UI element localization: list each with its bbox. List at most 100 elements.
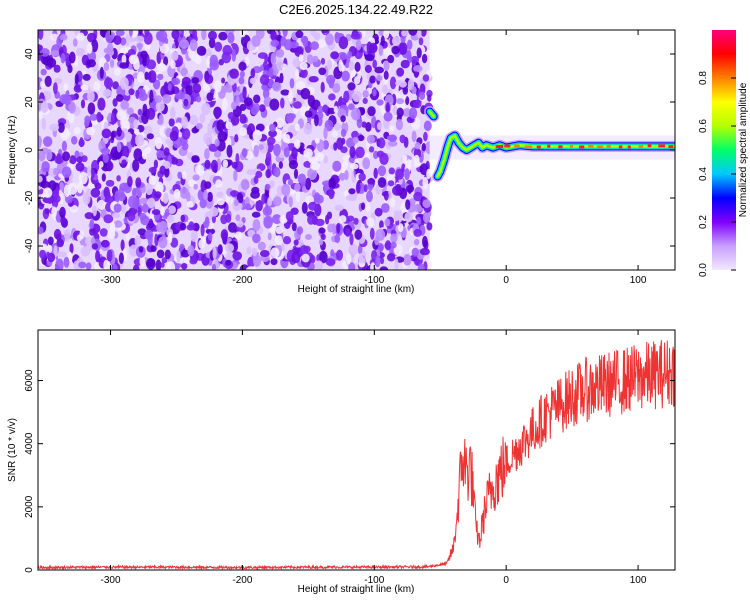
noise-blob — [137, 108, 143, 116]
noise-blob — [244, 203, 252, 211]
noise-blob — [310, 30, 316, 37]
noise-blob — [150, 245, 157, 252]
noise-blob — [201, 102, 211, 116]
noise-blob — [116, 126, 122, 137]
noise-blob — [63, 229, 71, 242]
noise-blob — [418, 91, 426, 101]
noise-blob — [338, 36, 349, 50]
noise-blob — [214, 80, 222, 93]
noise-blob — [288, 160, 298, 170]
noise-blob — [338, 59, 344, 72]
noise-blob — [413, 203, 424, 213]
noise-blob — [125, 121, 130, 130]
noise-blob — [265, 151, 272, 164]
noise-blob — [166, 214, 174, 223]
noise-blob — [382, 84, 388, 95]
noise-blob — [155, 100, 165, 112]
noise-blob — [59, 33, 68, 41]
noise-blob — [377, 177, 387, 188]
noise-blob — [392, 185, 402, 196]
noise-blob — [144, 229, 154, 240]
noise-blob — [295, 30, 304, 39]
noise-blob — [406, 39, 413, 50]
noise-blob — [347, 51, 353, 59]
noise-blob — [146, 107, 156, 120]
noise-blob — [113, 203, 122, 213]
noise-blob — [330, 51, 339, 60]
noise-blob — [128, 30, 133, 37]
noise-blob — [188, 114, 199, 126]
noise-blob — [164, 249, 171, 260]
noise-blob — [398, 223, 404, 233]
noise-blob — [419, 247, 430, 256]
noise-blob — [229, 190, 239, 197]
noise-blob — [49, 123, 60, 132]
noise-blob — [328, 93, 336, 101]
noise-blob — [155, 181, 164, 195]
noise-blob — [395, 118, 403, 131]
noise-blob — [253, 175, 259, 184]
noise-blob — [191, 155, 200, 163]
noise-blob — [148, 218, 154, 228]
noise-blob — [92, 205, 97, 217]
noise-blob — [390, 233, 398, 243]
noise-blob — [67, 64, 73, 74]
noise-blob — [147, 70, 157, 83]
noise-blob — [196, 96, 202, 103]
noise-blob — [334, 123, 342, 131]
noise-blob — [379, 220, 384, 230]
noise-blob — [291, 147, 298, 159]
noise-blob — [171, 30, 180, 40]
noise-blob — [164, 208, 170, 217]
noise-blob — [118, 252, 124, 265]
noise-blob — [134, 134, 145, 147]
noise-blob — [119, 37, 127, 46]
noise-blob — [195, 164, 205, 175]
noise-blob — [192, 83, 202, 94]
noise-blob — [191, 77, 200, 84]
noise-blob — [109, 221, 116, 233]
noise-blob — [210, 159, 218, 173]
noise-blob — [59, 206, 66, 218]
noise-blob — [107, 160, 113, 172]
noise-blob — [133, 119, 139, 129]
noise-blob — [114, 67, 121, 76]
noise-blob — [126, 107, 134, 115]
noise-blob — [200, 224, 205, 237]
noise-blob — [117, 192, 126, 202]
noise-blob — [374, 66, 385, 74]
noise-blob — [105, 179, 115, 187]
noise-blob — [280, 89, 290, 96]
noise-blob — [280, 97, 285, 109]
trace-core — [658, 144, 666, 148]
noise-blob — [72, 38, 78, 47]
noise-blob — [86, 43, 93, 54]
noise-blob — [38, 135, 42, 149]
noise-blob — [275, 226, 283, 235]
noise-blob — [49, 33, 59, 41]
noise-blob — [406, 49, 412, 62]
noise-blob — [285, 211, 294, 222]
noise-blob — [221, 77, 226, 84]
noise-blob — [43, 136, 53, 148]
noise-blob — [222, 159, 229, 168]
noise-blob — [113, 220, 123, 228]
noise-blob — [99, 228, 108, 237]
noise-blob — [176, 250, 181, 263]
noise-blob — [121, 145, 130, 159]
noise-blob — [157, 63, 167, 72]
noise-blob — [377, 165, 387, 177]
noise-blob — [303, 245, 311, 253]
noise-blob — [340, 115, 346, 123]
noise-blob — [348, 60, 355, 71]
noise-blob — [275, 117, 285, 128]
noise-blob — [227, 32, 235, 44]
noise-blob — [252, 219, 261, 232]
noise-blob — [91, 243, 99, 250]
noise-blob — [238, 76, 245, 85]
noise-blob — [113, 35, 122, 45]
noise-blob — [299, 68, 308, 79]
noise-blob — [362, 157, 371, 170]
noise-blob — [224, 243, 235, 253]
noise-blob — [357, 244, 363, 255]
